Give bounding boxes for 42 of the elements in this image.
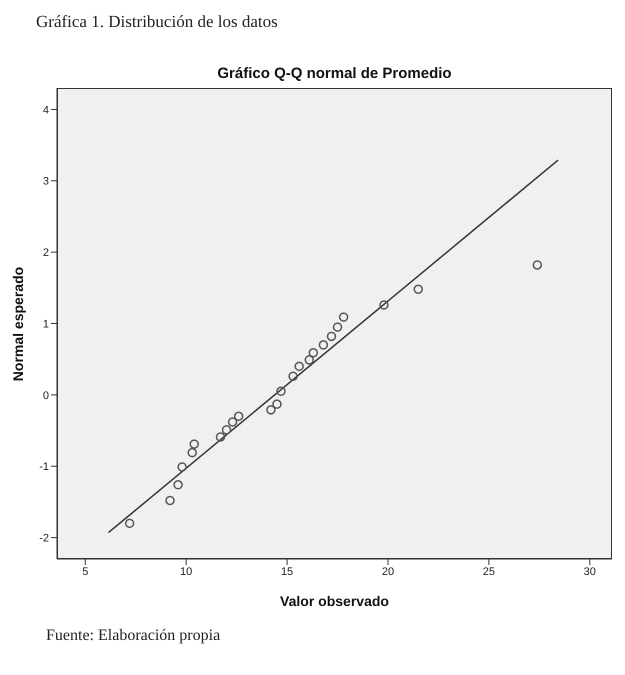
point — [165, 496, 175, 506]
point — [318, 340, 328, 350]
point — [177, 462, 187, 472]
y-tick-label: 2 — [42, 247, 49, 260]
point — [234, 412, 244, 422]
point — [304, 355, 314, 365]
x-tick-label: 25 — [482, 566, 496, 578]
point — [187, 448, 197, 458]
source-note: Fuente: Elaboración propia — [45, 627, 222, 645]
y-tick-label: -2 — [39, 532, 49, 544]
x-tick-label: 5 — [82, 566, 88, 578]
x-tick-label: 30 — [584, 566, 596, 578]
point — [326, 332, 336, 342]
chart-title: Gráfica 1. Distribución de los datos — [35, 11, 279, 33]
point — [414, 284, 424, 294]
point — [288, 372, 298, 382]
y-axis-title: Normal esperado — [10, 266, 26, 381]
point — [379, 300, 389, 310]
point — [228, 417, 238, 427]
y-tick-label: 0 — [42, 390, 49, 402]
chart-subtitle: Gráfico Q-Q normal de Promedio — [216, 65, 453, 82]
point — [222, 425, 232, 435]
point — [332, 322, 342, 332]
point — [308, 348, 318, 358]
y-tick-label: 4 — [42, 104, 49, 116]
point — [266, 405, 276, 415]
y-tick-label: 1 — [42, 318, 49, 330]
point — [189, 439, 199, 449]
x-axis-title: Valor observado — [279, 593, 390, 609]
x-tick-label: 15 — [280, 566, 294, 578]
point — [294, 362, 304, 372]
point — [124, 518, 134, 528]
y-tick-label: -1 — [39, 461, 49, 474]
point — [532, 260, 542, 270]
point — [216, 432, 226, 442]
y-tick-label: 3 — [42, 176, 49, 188]
point — [272, 399, 282, 409]
point — [338, 312, 348, 322]
x-tick-label: 20 — [382, 566, 394, 578]
point — [276, 386, 286, 396]
point — [173, 480, 183, 490]
x-tick-label: 10 — [180, 566, 192, 578]
